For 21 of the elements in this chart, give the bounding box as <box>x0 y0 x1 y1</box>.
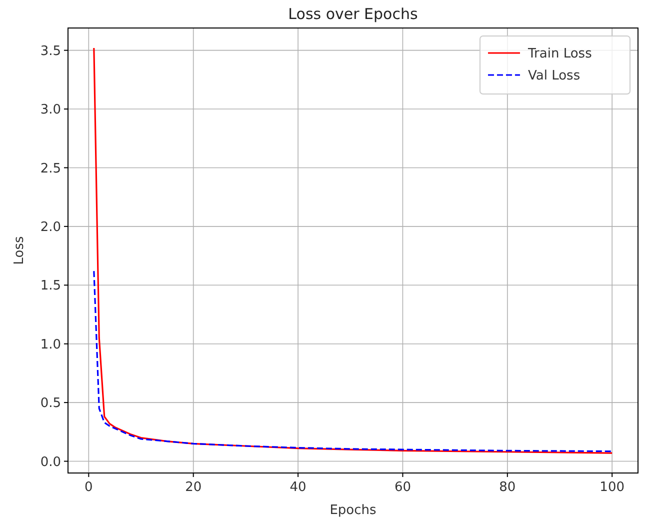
legend-label: Train Loss <box>527 46 592 62</box>
y-tick-label: 0.5 <box>40 396 61 412</box>
line-series <box>93 270 613 452</box>
x-axis-title: Epochs <box>330 503 377 518</box>
chart-title: Loss over Epochs <box>288 5 418 23</box>
x-tick-label: 20 <box>185 480 202 495</box>
legend-label: Val Loss <box>528 68 580 84</box>
line-series <box>93 47 613 454</box>
x-tick-label: 80 <box>499 480 516 495</box>
y-tick-label: 1.0 <box>40 337 61 352</box>
x-tick-label: 100 <box>600 480 625 495</box>
y-tick-label: 3.0 <box>40 102 61 118</box>
y-axis-title: Loss <box>12 236 27 265</box>
y-tick-label: 2.0 <box>40 220 61 235</box>
y-tick-label: 3.5 <box>40 44 61 59</box>
x-tick-label: 60 <box>394 480 411 495</box>
y-tick-label: 2.5 <box>40 161 61 176</box>
x-tick-label: 40 <box>290 480 306 495</box>
y-tick-label: 1.5 <box>40 278 61 294</box>
y-tick-label: 0.0 <box>40 454 61 470</box>
x-tick-label: 0 <box>84 480 93 495</box>
